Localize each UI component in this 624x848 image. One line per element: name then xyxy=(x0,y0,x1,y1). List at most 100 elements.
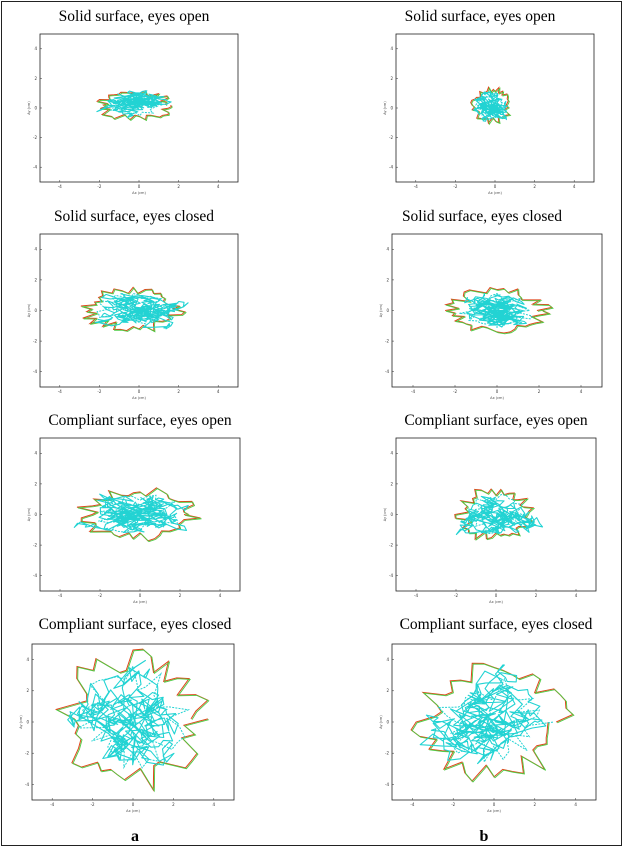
x-tick-label: 0 xyxy=(132,802,135,807)
y-tick-label: 2 xyxy=(34,277,37,282)
y-tick-label: 4 xyxy=(34,247,37,252)
column-letter-a: a xyxy=(131,828,139,845)
y-axis-label: Ay (cm) xyxy=(27,303,31,317)
x-tick-label: -4 xyxy=(58,389,62,394)
x-tick-label: 0 xyxy=(139,593,142,598)
secondary-trace xyxy=(445,287,554,335)
x-tick-label: 2 xyxy=(535,593,538,598)
sway-trace-dotted xyxy=(468,493,523,535)
x-tick-label: -4 xyxy=(410,802,414,807)
sway-trace xyxy=(96,90,172,119)
sway-trace xyxy=(464,292,528,328)
y-axis-label: Ay (cm) xyxy=(27,101,31,115)
chart-panel-a1: -4 -2 0 2 4 4 2 0 -2 -4 Ax (cm) Ay (cm) xyxy=(27,33,239,195)
x-tick-label: -2 xyxy=(91,802,95,807)
x-tick-label: 2 xyxy=(533,184,536,189)
y-tick-label: 4 xyxy=(390,46,393,51)
x-axis-label: Ax (cm) xyxy=(133,600,147,604)
y-tick-label: -4 xyxy=(389,165,393,170)
y-axis-label: Ay (cm) xyxy=(19,715,23,729)
y-tick-label: 2 xyxy=(34,481,37,486)
sway-trace-dotted xyxy=(437,677,554,764)
y-tick-label: 2 xyxy=(386,277,389,282)
x-tick-label: 2 xyxy=(172,802,175,807)
x-tick-label: 4 xyxy=(213,802,216,807)
secondary-trace xyxy=(77,488,202,543)
x-tick-label: 0 xyxy=(138,184,141,189)
plot-frame xyxy=(395,437,597,592)
y-tick-label: 4 xyxy=(390,451,393,456)
x-axis-label: Ax (cm) xyxy=(488,191,502,195)
x-tick-label: -2 xyxy=(453,389,457,394)
x-axis-label: Ax (cm) xyxy=(489,600,503,604)
y-tick-label: 2 xyxy=(386,688,389,693)
y-tick-label: -4 xyxy=(33,573,37,578)
panel-title-b2: Solid surface, eyes closed xyxy=(401,208,563,225)
sway-trace xyxy=(455,495,544,536)
sway-trace-dotted xyxy=(459,293,533,329)
y-tick-label: 4 xyxy=(34,46,37,51)
envelope-trace xyxy=(80,286,186,332)
x-axis-label: Ax (cm) xyxy=(126,809,140,813)
x-tick-label: 0 xyxy=(496,389,499,394)
secondary-trace xyxy=(455,489,536,541)
x-tick-label: -4 xyxy=(58,593,62,598)
y-tick-label: 0 xyxy=(390,105,393,110)
panel-title-b4: Compliant surface, eyes closed xyxy=(399,616,593,633)
y-axis-label: Ay (cm) xyxy=(383,101,387,115)
y-tick-label: 0 xyxy=(26,719,29,724)
x-axis-label: Ax (cm) xyxy=(132,191,146,195)
x-axis-label: Ax (cm) xyxy=(132,396,146,400)
x-tick-label: 2 xyxy=(179,593,182,598)
y-tick-label: -2 xyxy=(33,135,37,140)
panel-title-b1: Solid surface, eyes open xyxy=(404,8,556,25)
y-tick-label: 4 xyxy=(386,657,389,662)
column-letter-b: b xyxy=(479,828,489,845)
y-axis-label: Ay (cm) xyxy=(383,507,387,521)
panel-title-a3: Compliant surface, eyes open xyxy=(48,412,232,429)
y-tick-label: 0 xyxy=(390,512,393,517)
sway-trace-dotted xyxy=(475,92,506,120)
y-tick-label: 4 xyxy=(386,247,389,252)
y-tick-label: 2 xyxy=(34,76,37,81)
y-axis-label: Ay (cm) xyxy=(379,715,383,729)
secondary-trace xyxy=(471,86,512,126)
sway-trace xyxy=(73,493,189,533)
y-axis-label: Ay (cm) xyxy=(27,507,31,521)
x-tick-label: -4 xyxy=(414,593,418,598)
panel-title-a4: Compliant surface, eyes closed xyxy=(38,616,232,633)
sway-trace-dotted xyxy=(77,664,191,770)
y-tick-label: -2 xyxy=(385,339,389,344)
y-tick-label: 2 xyxy=(390,76,393,81)
x-tick-label: 2 xyxy=(538,389,541,394)
x-axis-label: Ax (cm) xyxy=(490,396,504,400)
y-tick-label: 2 xyxy=(26,688,29,693)
x-tick-label: 0 xyxy=(493,802,496,807)
y-tick-label: 0 xyxy=(34,105,37,110)
panel-title-a2: Solid surface, eyes closed xyxy=(53,208,215,225)
y-tick-label: -2 xyxy=(389,135,393,140)
panel-title-b3: Compliant surface, eyes open xyxy=(404,412,588,429)
sway-trace xyxy=(94,293,189,330)
y-axis-label: Ay (cm) xyxy=(379,303,383,317)
x-tick-label: 4 xyxy=(217,389,220,394)
sway-trace xyxy=(67,659,179,766)
x-tick-label: -4 xyxy=(414,184,418,189)
chart-panel-a2: -4 -2 0 2 4 4 2 0 -2 -4 Ax (cm) Ay (cm) xyxy=(27,233,239,400)
chart-panel-a3: -4 -2 0 2 4 4 2 0 -2 -4 Ax (cm) Ay (cm) xyxy=(27,437,241,604)
sway-trace-dotted xyxy=(108,93,163,117)
y-tick-label: 0 xyxy=(34,308,37,313)
x-tick-label: 2 xyxy=(177,184,180,189)
secondary-trace xyxy=(56,649,210,793)
x-tick-label: -2 xyxy=(451,802,455,807)
y-tick-label: 0 xyxy=(386,308,389,313)
panel-title-a1: Solid surface, eyes open xyxy=(58,8,210,25)
chart-panel-b1: -4 -2 0 2 4 4 2 0 -2 -4 Ax (cm) Ay (cm) xyxy=(383,33,595,195)
chart-panel-b4: -4 -2 0 2 4 4 2 0 -2 -4 Ax (cm) Ay (cm) xyxy=(379,643,597,813)
y-tick-label: -2 xyxy=(385,751,389,756)
x-tick-label: 4 xyxy=(219,593,222,598)
x-tick-label: 4 xyxy=(573,184,576,189)
y-tick-label: -2 xyxy=(33,339,37,344)
x-tick-label: -2 xyxy=(97,389,101,394)
